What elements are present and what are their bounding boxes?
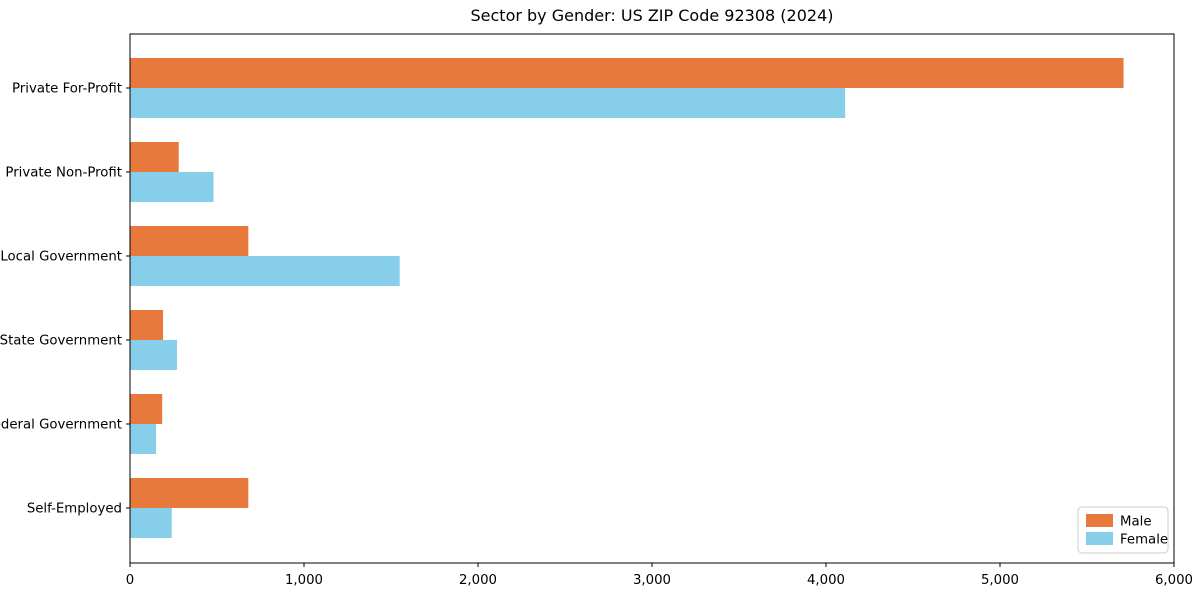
x-tick-label: 6,000 bbox=[1155, 573, 1193, 588]
x-tick-label: 2,000 bbox=[459, 573, 497, 588]
bar-female-federal-government bbox=[130, 424, 157, 454]
chart-title: Sector by Gender: US ZIP Code 92308 (202… bbox=[470, 6, 834, 25]
bar-male-federal-government bbox=[130, 394, 163, 424]
bar-male-private-for-profit bbox=[130, 58, 1124, 88]
x-tick-label: 0 bbox=[126, 573, 134, 588]
bar-female-self-employed bbox=[130, 508, 172, 538]
y-tick-label-local-government: Local Government bbox=[0, 250, 122, 265]
bar-male-self-employed bbox=[130, 478, 249, 508]
bar-male-state-government bbox=[130, 310, 164, 340]
y-tick-label-federal-government: Federal Government bbox=[0, 418, 122, 433]
y-tick-label-state-government: State Government bbox=[0, 334, 122, 349]
y-tick-label-private-for-profit: Private For-Profit bbox=[12, 82, 122, 97]
bar-male-private-non-profit bbox=[130, 142, 179, 172]
y-tick-label-private-non-profit: Private Non-Profit bbox=[5, 166, 122, 181]
x-tick-label: 4,000 bbox=[807, 573, 845, 588]
bar-female-private-for-profit bbox=[130, 88, 846, 118]
bar-female-state-government bbox=[130, 340, 177, 370]
y-tick-label-self-employed: Self-Employed bbox=[27, 502, 122, 517]
bar-male-local-government bbox=[130, 226, 249, 256]
x-tick-label: 3,000 bbox=[633, 573, 671, 588]
legend-swatch-male bbox=[1086, 514, 1113, 527]
legend-label-female: Female bbox=[1120, 533, 1168, 548]
bar-female-private-non-profit bbox=[130, 172, 214, 202]
legend-swatch-female bbox=[1086, 532, 1113, 545]
x-tick-label: 5,000 bbox=[981, 573, 1019, 588]
bar-female-local-government bbox=[130, 256, 400, 286]
legend-label-male: Male bbox=[1120, 515, 1152, 530]
x-tick-label: 1,000 bbox=[285, 573, 323, 588]
